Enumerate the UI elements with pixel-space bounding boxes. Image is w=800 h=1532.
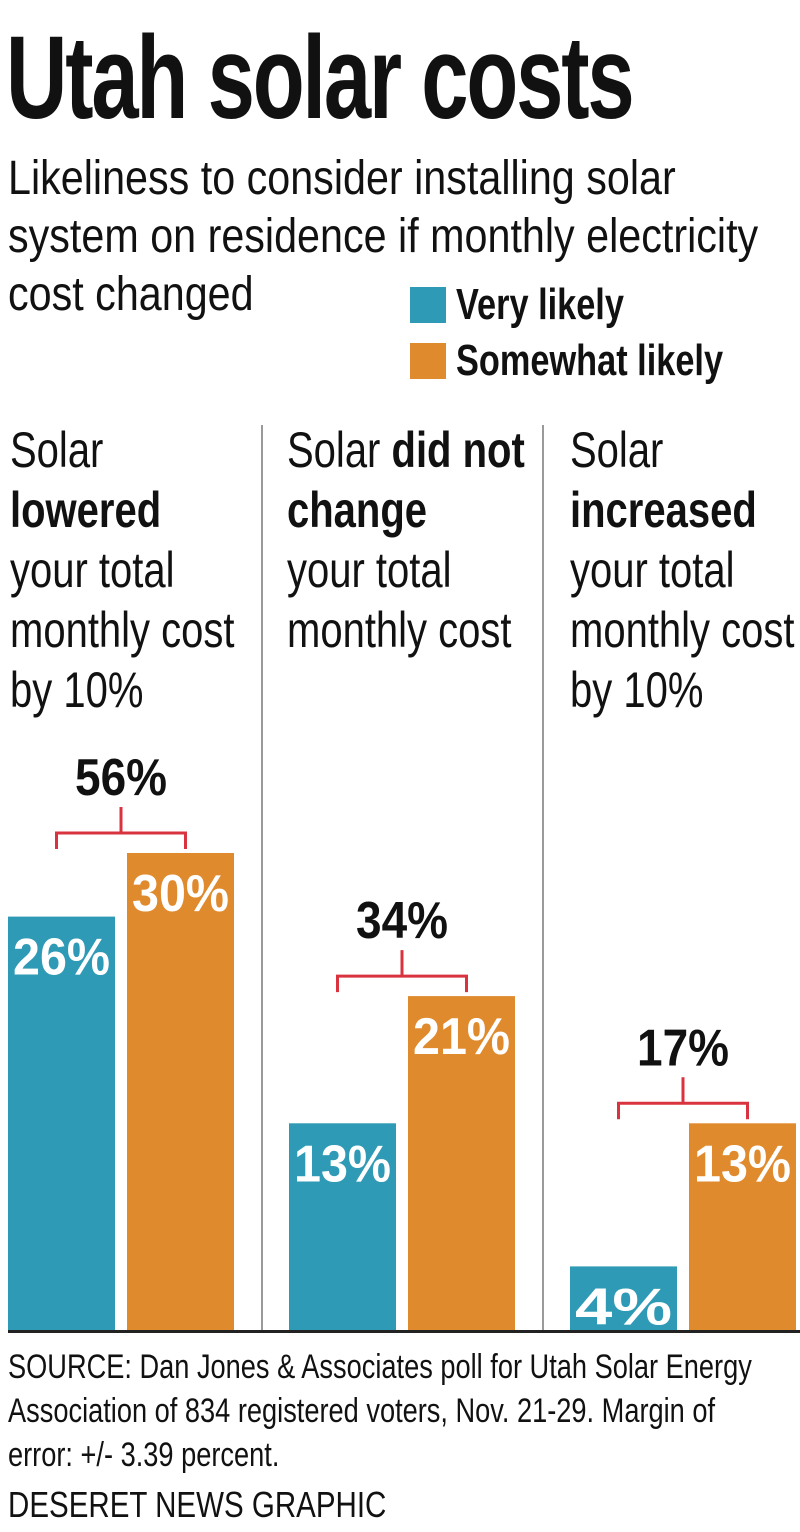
group-pre-text: Solar [10, 422, 104, 478]
group-description-increased: Solar increased your total monthly cost … [570, 420, 800, 720]
total-bracket [617, 1077, 749, 1120]
chart-baseline [8, 1330, 800, 1333]
bar-value-label: 4% [575, 1278, 672, 1336]
group-post-text: your total monthly cost [287, 542, 512, 658]
legend-item-somewhat-likely: Somewhat likely [410, 336, 798, 386]
source-note: SOURCE: Dan Jones & Associates poll for … [8, 1348, 752, 1474]
group-bold-text: lowered [10, 482, 162, 538]
group-description-lowered: Solar lowered your total monthly cost by… [10, 420, 274, 720]
graphic-credit: DESERET NEWS GRAPHIC [8, 1484, 387, 1525]
legend-label-somewhat-likely: Somewhat likely [456, 336, 724, 385]
group-divider-1 [261, 425, 263, 1333]
bar-value-label: 26% [13, 929, 110, 987]
total-value-label: 56% [75, 749, 167, 807]
total-bracket [336, 950, 468, 993]
legend-label-very-likely: Very likely [456, 280, 624, 329]
legend-swatch-very-likely [410, 287, 446, 323]
bar-value-label: 21% [413, 1008, 510, 1066]
bar-somewhat-likely [689, 1123, 796, 1330]
legend-item-very-likely: Very likely [410, 280, 671, 330]
group-bold-text: did not change [287, 422, 525, 538]
chart-subtitle: Likeliness to consider installing solar … [8, 152, 759, 321]
group-post-text: your total monthly cost by 10% [570, 542, 795, 718]
legend-swatch-somewhat-likely [410, 343, 446, 379]
bar-very-likely [8, 916, 115, 1330]
bar-somewhat-likely [127, 853, 234, 1330]
total-value-label: 17% [637, 1019, 729, 1077]
total-bracket [55, 807, 187, 849]
bar-very-likely [570, 1266, 677, 1330]
group-divider-2 [542, 425, 544, 1333]
group-pre-text: Solar [570, 422, 664, 478]
group-pre-text: Solar [287, 422, 381, 478]
total-value-label: 34% [356, 892, 448, 950]
bar-very-likely [289, 1123, 396, 1330]
bar-value-label: 13% [694, 1135, 791, 1193]
bar-value-label: 30% [132, 865, 229, 923]
chart-title: Utah solar costs [6, 12, 635, 144]
group-bold-text: increased [570, 482, 757, 538]
group-description-did-not-change: Solar did not change your total monthly … [287, 420, 551, 660]
bar-somewhat-likely [408, 996, 515, 1330]
bar-value-label: 13% [294, 1135, 391, 1193]
group-post-text: your total monthly cost by 10% [10, 542, 235, 718]
